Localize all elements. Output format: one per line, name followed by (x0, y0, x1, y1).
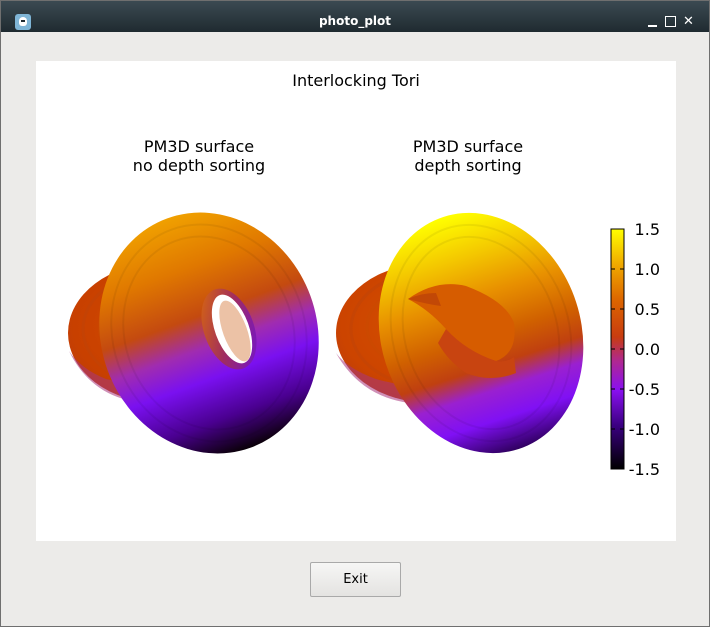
plot-canvas: Interlocking Tori PM3D surface no depth … (36, 61, 676, 541)
colorbar-tick-label: 1.0 (635, 260, 660, 279)
window-title: photo_plot (318, 14, 392, 28)
subplot-left-title-line2: no depth sorting (133, 156, 265, 175)
colorbar-tick-label: -1.0 (629, 420, 660, 439)
exit-button[interactable]: Exit (310, 562, 401, 597)
plot-svg: Interlocking Tori PM3D surface no depth … (68, 71, 660, 479)
colorbar-tick-label: -1.5 (629, 460, 660, 479)
plot-title: Interlocking Tori (292, 71, 420, 90)
subplot-right-title-line1: PM3D surface (413, 137, 523, 156)
colorbar-tick-label: 0.0 (635, 340, 660, 359)
close-icon[interactable]: ✕ (683, 14, 694, 29)
colorbar-tick-label: 1.5 (635, 220, 660, 239)
minimize-icon[interactable] (646, 15, 659, 28)
subplot-right-title-line2: depth sorting (414, 156, 521, 175)
gnuplot-app-icon (15, 14, 31, 30)
subplot-left-title-line1: PM3D surface (144, 137, 254, 156)
maximize-icon[interactable] (664, 15, 677, 28)
tori-surface-right (336, 212, 584, 454)
title-bar[interactable]: photo_plot ✕ (1, 1, 709, 32)
colorbar-tick-label: 0.5 (635, 300, 660, 319)
tori-surface-left (68, 212, 319, 454)
colorbar-tick-label: -0.5 (629, 380, 660, 399)
colorbar: 1.5 1.0 0.5 0.0 -0.5 -1.0 -1.5 (610, 220, 660, 479)
